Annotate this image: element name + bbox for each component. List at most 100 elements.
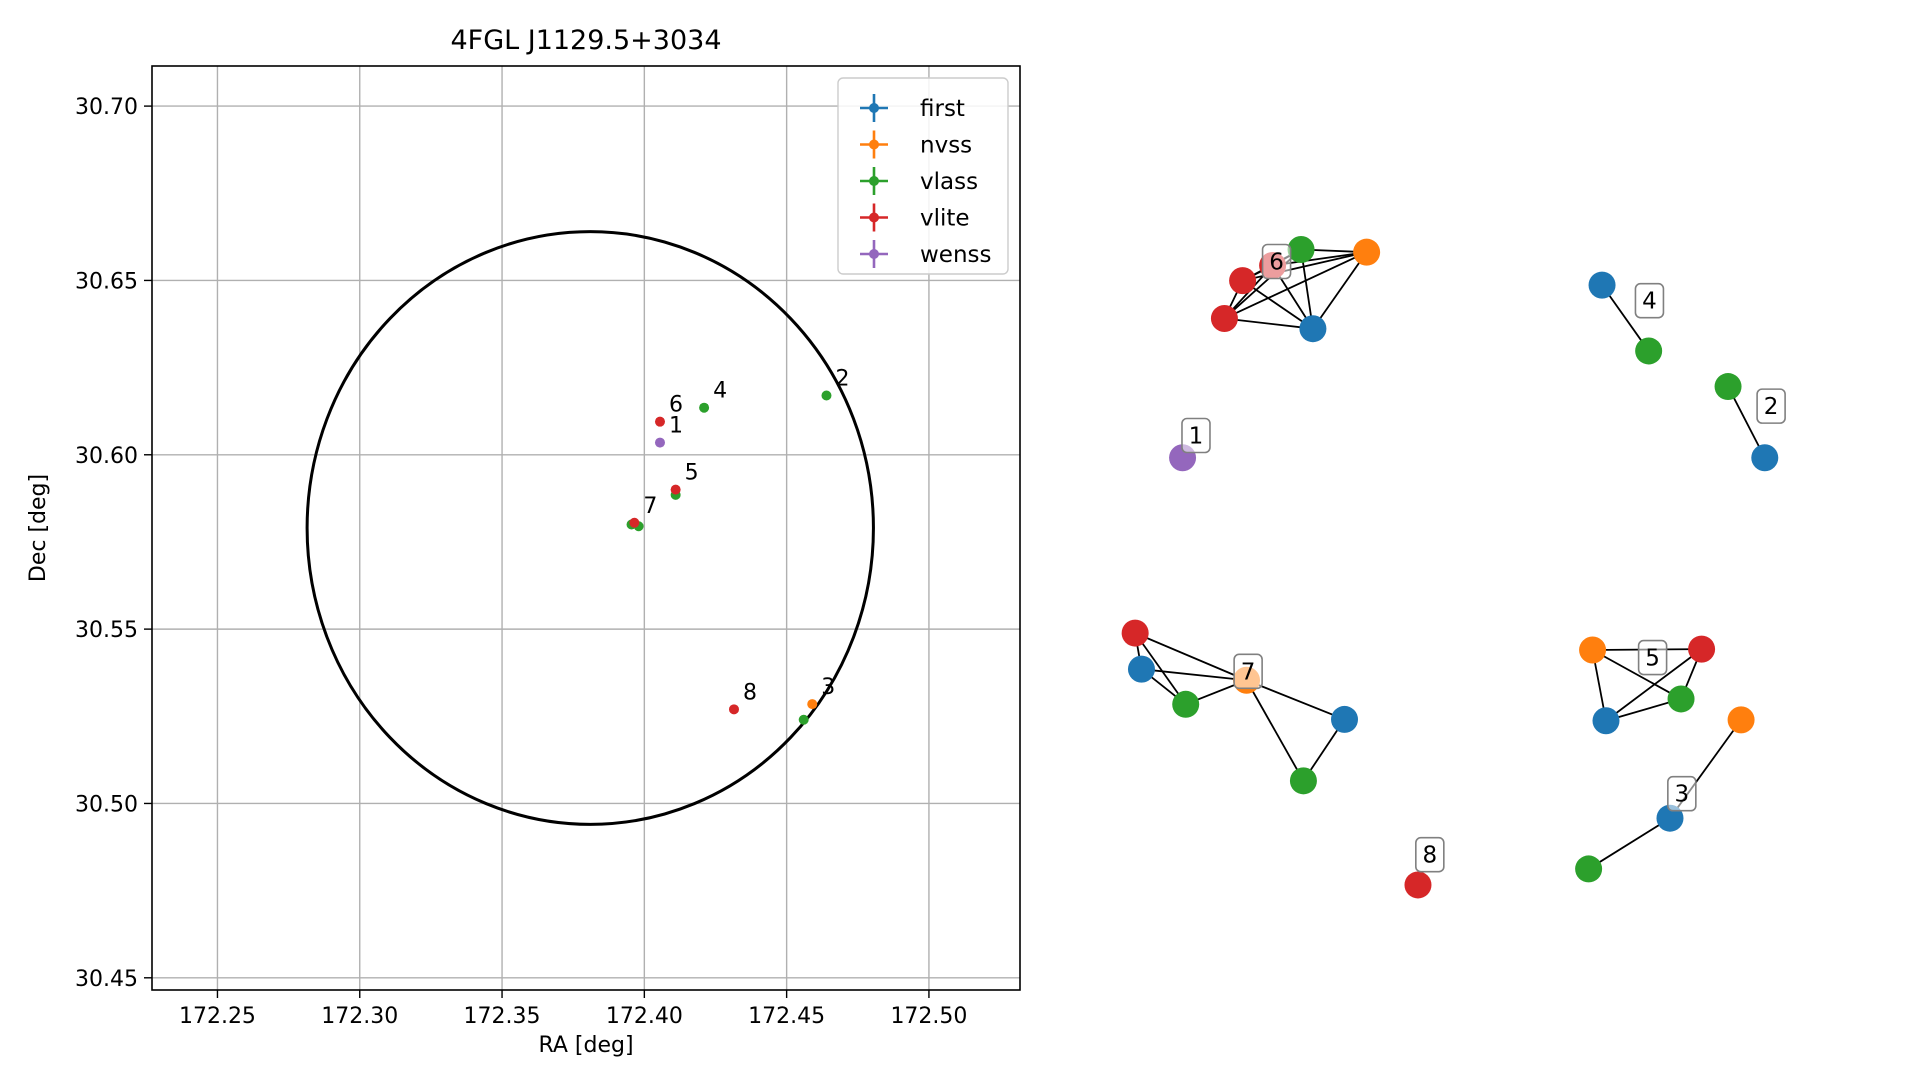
network-node-vlass [1172, 690, 1200, 718]
data-point-vlass [798, 714, 809, 725]
network-edge [1224, 251, 1368, 320]
network-node-vlite [1210, 304, 1238, 332]
point-label: 7 [643, 494, 657, 519]
x-tick-label: 172.40 [606, 1004, 683, 1029]
network-node-vlite [1404, 871, 1432, 899]
y-axis-label: Dec [deg] [26, 474, 51, 582]
axes-frame [151, 65, 1021, 991]
network-node-vlass [1714, 373, 1742, 401]
network-node-vlass [1289, 767, 1317, 795]
y-tick-label: 30.65 [75, 269, 138, 294]
legend-label: first [920, 96, 965, 122]
network-group-label: 5 [1637, 639, 1668, 676]
point-labels: 61 4 2 5 7 8 3 [643, 367, 849, 706]
data-point-vlass [699, 402, 710, 413]
network-node-nvss [1579, 636, 1607, 664]
ellipse-layer [305, 230, 875, 826]
x-tick-label: 172.30 [321, 1004, 398, 1029]
network-label-text: 7 [1241, 659, 1256, 685]
network-label-text: 2 [1764, 394, 1779, 420]
network-node-vlite [1121, 619, 1149, 647]
point-label: 5 [685, 461, 699, 486]
network-edge [1312, 251, 1368, 330]
data-point-nvss [807, 699, 818, 710]
data-point-vlite [629, 517, 640, 528]
network-label-box [1233, 653, 1263, 690]
data-point-wenss [654, 437, 665, 448]
point-label: 3 [821, 675, 835, 700]
x-axis-label: RA [deg] [538, 1033, 633, 1058]
data-point-vlite [654, 416, 665, 427]
point-label: 2 [835, 367, 849, 392]
network-node-first [1588, 271, 1616, 299]
legend-label: nvss [920, 133, 972, 159]
network-node-first [1127, 655, 1155, 683]
network-node-first [1299, 315, 1327, 343]
x-tick-label: 172.45 [748, 1004, 825, 1029]
network-label-text: 4 [1642, 289, 1657, 315]
network-graph: 6 4 2 1 7 5 3 8 [1121, 235, 1786, 899]
data-point-vlite [670, 484, 681, 495]
network-edges [1134, 248, 1766, 870]
network-node-first [1331, 705, 1359, 733]
network-label-text: 6 [1269, 250, 1284, 276]
network-node-nvss [1353, 238, 1381, 266]
x-tick-label: 172.25 [179, 1004, 256, 1029]
network-label-box [1634, 282, 1665, 319]
point-label: 4 [713, 379, 727, 404]
network-node-first [1592, 707, 1620, 735]
network-edge [1605, 648, 1703, 722]
network-edge [1134, 632, 1247, 682]
network-edge [1224, 317, 1314, 330]
network-node-vlite [1229, 267, 1257, 295]
network-node-vlass [1667, 685, 1695, 713]
legend-marker-dot [869, 103, 879, 113]
legend-marker-dot [869, 176, 879, 186]
legend-marker-dot [869, 139, 879, 150]
network-label-box [1667, 775, 1697, 812]
chart-title: 4FGL J1129.5+3034 [450, 25, 721, 56]
network-edge [1246, 679, 1345, 721]
legend: first nvss vlass vlite wenss [837, 77, 1009, 275]
network-edge [1242, 279, 1314, 330]
network-label-text: 3 [1675, 782, 1690, 808]
network-group-label: 3 [1667, 775, 1697, 812]
network-label-box [1181, 417, 1211, 454]
network-node-nvss [1727, 706, 1755, 734]
network-label-box [1415, 836, 1445, 873]
legend-marker-dot [869, 212, 879, 223]
network-group-label: 1 [1181, 417, 1211, 454]
y-tick-label: 30.55 [75, 618, 138, 643]
legend-box [837, 77, 1009, 275]
network-node-vlass [1287, 235, 1315, 263]
y-tick-label: 30.60 [75, 444, 138, 469]
y-tick-label: 30.50 [75, 792, 138, 817]
network-edge [1592, 649, 1682, 700]
network-edge [1588, 817, 1671, 870]
legend-label: vlass [920, 169, 978, 195]
network-group-label: 8 [1415, 836, 1445, 873]
network-edge [1141, 668, 1247, 682]
localization-ellipse [305, 230, 875, 826]
point-label: 8 [743, 680, 757, 705]
x-tick-label: 172.50 [890, 1004, 967, 1029]
y-tick-label: 30.45 [75, 967, 138, 992]
network-label-text: 8 [1423, 843, 1438, 869]
axis-ticks: 172.25 172.30 172.35 172.40 172.45 172.50 30.4… [75, 95, 967, 1029]
point-label: 6 [669, 393, 683, 418]
point-label: 1 [669, 414, 683, 439]
network-edge [1245, 679, 1305, 782]
legend-label: wenss [920, 242, 992, 268]
network-group-label: 4 [1634, 282, 1665, 319]
network-node-vlass [1575, 855, 1603, 883]
network-group-label: 2 [1756, 388, 1786, 424]
network-group-label: 6 [1261, 243, 1292, 280]
network-label-box [1756, 388, 1786, 424]
y-tick-label: 30.70 [75, 95, 138, 120]
network-group-label: 7 [1233, 653, 1263, 690]
legend-marker-dot [869, 249, 879, 259]
data-point-vlite [728, 704, 739, 715]
legend-label: vlite [920, 206, 970, 232]
